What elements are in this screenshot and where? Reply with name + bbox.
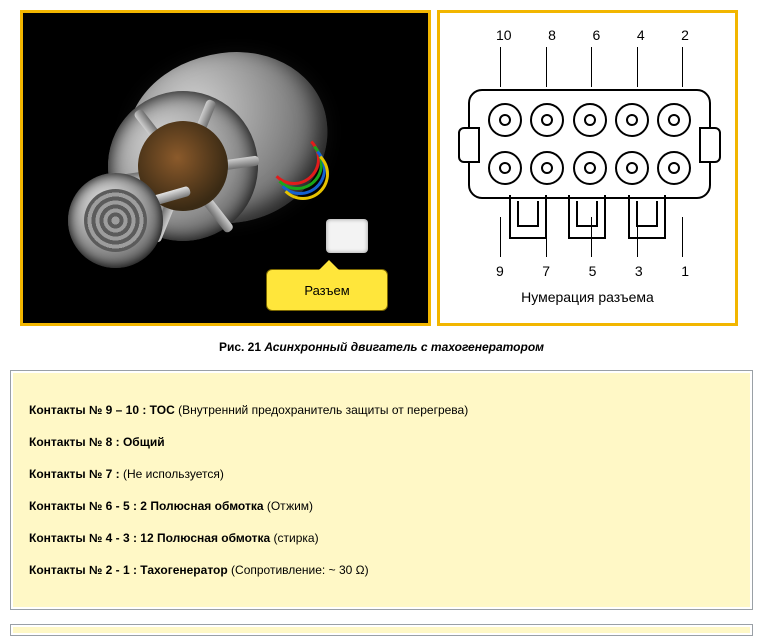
connector-housing: [468, 89, 711, 199]
pin-number: 6: [592, 27, 600, 43]
bottom-leader-lines: [500, 217, 683, 257]
motor-spoke: [133, 108, 177, 160]
motor-illustration: [68, 43, 368, 273]
pin-number: 9: [496, 263, 504, 279]
connector-pin: [530, 103, 564, 137]
legend-desc: (стирка): [270, 531, 318, 545]
pin-row-top: [488, 103, 691, 137]
leader-line: [591, 217, 592, 257]
legend-label: Контакты № 2 - 1 : Тахогенератор: [29, 563, 228, 577]
figure-caption-text: Асинхронный двигатель с тахогенератором: [264, 340, 544, 354]
legend-line: Контакты № 9 – 10 : TOC (Внутренний пред…: [29, 401, 734, 419]
connector-pin: [488, 103, 522, 137]
connector-pin: [573, 103, 607, 137]
top-pin-numbers: 10 8 6 4 2: [496, 27, 689, 43]
leader-line: [500, 217, 501, 257]
pin-number: 1: [681, 263, 689, 279]
bottom-pin-numbers: 9 7 5 3 1: [496, 263, 689, 279]
connector-diagram: 10 8 6 4 2 9 7 5 3 1 Нумерация разъема: [458, 27, 717, 309]
legend-line: Контакты № 8 : Общий: [29, 433, 734, 451]
top-leader-lines: [500, 47, 683, 87]
motor-panel: Разъем: [20, 10, 431, 326]
connector-pin: [615, 103, 649, 137]
connector-pin: [573, 151, 607, 185]
connector-callout: Разъем: [266, 269, 388, 311]
legend-label: Контакты № 8 : Общий: [29, 435, 165, 449]
connector-ear: [458, 127, 480, 163]
connector-pin: [530, 151, 564, 185]
legend-label: Контакты № 6 - 5 : 2 Полюсная обмотка: [29, 499, 264, 513]
leader-line: [637, 47, 638, 87]
legend-line: Контакты № 4 - 3 : 12 Полюсная обмотка (…: [29, 529, 734, 547]
bottom-strip-inner: [13, 627, 750, 633]
pin-number: 8: [548, 27, 556, 43]
motor-spoke: [186, 99, 217, 157]
callout-label: Разъем: [304, 283, 349, 298]
legend-line: Контакты № 2 - 1 : Тахогенератор (Сопрот…: [29, 561, 734, 579]
legend-desc: (Отжим): [264, 499, 314, 513]
figure-caption: Рис. 21 Асинхронный двигатель с тахогене…: [0, 340, 763, 354]
leader-line: [546, 47, 547, 87]
connector-ear: [699, 127, 721, 163]
legend-label: Контакты № 4 - 3 : 12 Полюсная обмотка: [29, 531, 270, 545]
leader-line: [500, 47, 501, 87]
legend-label: Контакты № 9 – 10 : TOC: [29, 403, 175, 417]
pin-number: 7: [542, 263, 550, 279]
wire: [277, 148, 329, 200]
leader-line: [682, 217, 683, 257]
figure-number: Рис. 21: [219, 340, 261, 354]
connector-diagram-panel: 10 8 6 4 2 9 7 5 3 1 Нумерация разъема: [437, 10, 738, 326]
connector-pin: [657, 151, 691, 185]
legend-desc: (Сопротивление: ~ 30 Ω): [228, 563, 369, 577]
motor-wires: [268, 133, 328, 223]
pin-row-bottom: [488, 151, 691, 185]
pin-number: 2: [681, 27, 689, 43]
connector-pin: [615, 151, 649, 185]
legend-inner: Контакты № 9 – 10 : TOC (Внутренний пред…: [13, 373, 750, 607]
leader-line: [682, 47, 683, 87]
figure-row: Разъем 10 8 6 4 2 9 7 5 3 1 Нумерация разъема: [0, 0, 763, 326]
legend-desc: (Не используется): [120, 467, 224, 481]
pin-number: 10: [496, 27, 512, 43]
legend-line: Контакты № 6 - 5 : 2 Полюсная обмотка (О…: [29, 497, 734, 515]
pin-number: 5: [589, 263, 597, 279]
connector-caption: Нумерация разъема: [458, 289, 717, 305]
pin-rows: [488, 103, 691, 185]
legend-label: Контакты № 7 :: [29, 467, 120, 481]
leader-line: [546, 217, 547, 257]
legend-desc: (Внутренний предохранитель защиты от пер…: [175, 403, 468, 417]
leader-line: [591, 47, 592, 87]
motor-spoke: [201, 155, 260, 173]
legend-line: Контакты № 7 : (Не используется): [29, 465, 734, 483]
leader-line: [637, 217, 638, 257]
motor-pulley: [68, 173, 163, 268]
legend-box: Контакты № 9 – 10 : TOC (Внутренний пред…: [10, 370, 753, 610]
bottom-strip: [10, 624, 753, 636]
pin-number: 4: [637, 27, 645, 43]
pin-number: 3: [635, 263, 643, 279]
connector-pin: [657, 103, 691, 137]
motor-spoke: [191, 182, 235, 234]
connector-pin: [488, 151, 522, 185]
